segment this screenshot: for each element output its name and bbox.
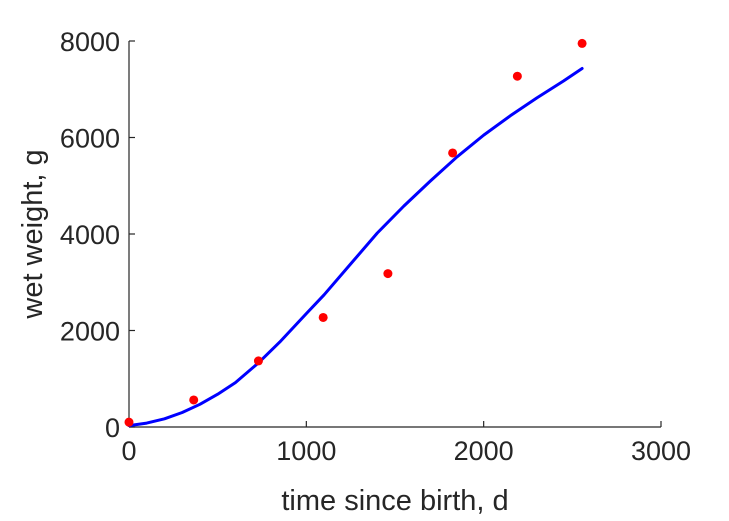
x-tick-label: 2000 [454, 436, 514, 466]
y-tick-label: 6000 [60, 124, 120, 154]
data-point [577, 38, 587, 48]
y-tick-label: 8000 [60, 27, 120, 57]
x-axis-title: time since birth, d [281, 485, 508, 517]
data-point [318, 312, 328, 322]
data-point [253, 356, 263, 366]
y-tick-label: 4000 [60, 220, 120, 250]
y-axis-title: wet weight, g [17, 149, 49, 319]
y-tick-label: 0 [105, 413, 120, 443]
fit-curve [127, 67, 584, 428]
data-point [124, 417, 134, 427]
y-tick-label: 2000 [60, 317, 120, 347]
axes [128, 41, 661, 428]
x-tick-label: 3000 [631, 436, 691, 466]
data-point [189, 395, 199, 405]
points-layer [124, 38, 587, 427]
x-tick-label: 1000 [276, 436, 336, 466]
ticks [128, 40, 662, 428]
data-point [383, 269, 393, 279]
data-point [512, 71, 522, 81]
data-point [448, 148, 458, 158]
tick-labels: 0 1000 2000 3000 0 2000 4000 6000 8000 [60, 27, 691, 466]
fit-layer [127, 67, 584, 428]
x-tick-label: 0 [121, 436, 136, 466]
